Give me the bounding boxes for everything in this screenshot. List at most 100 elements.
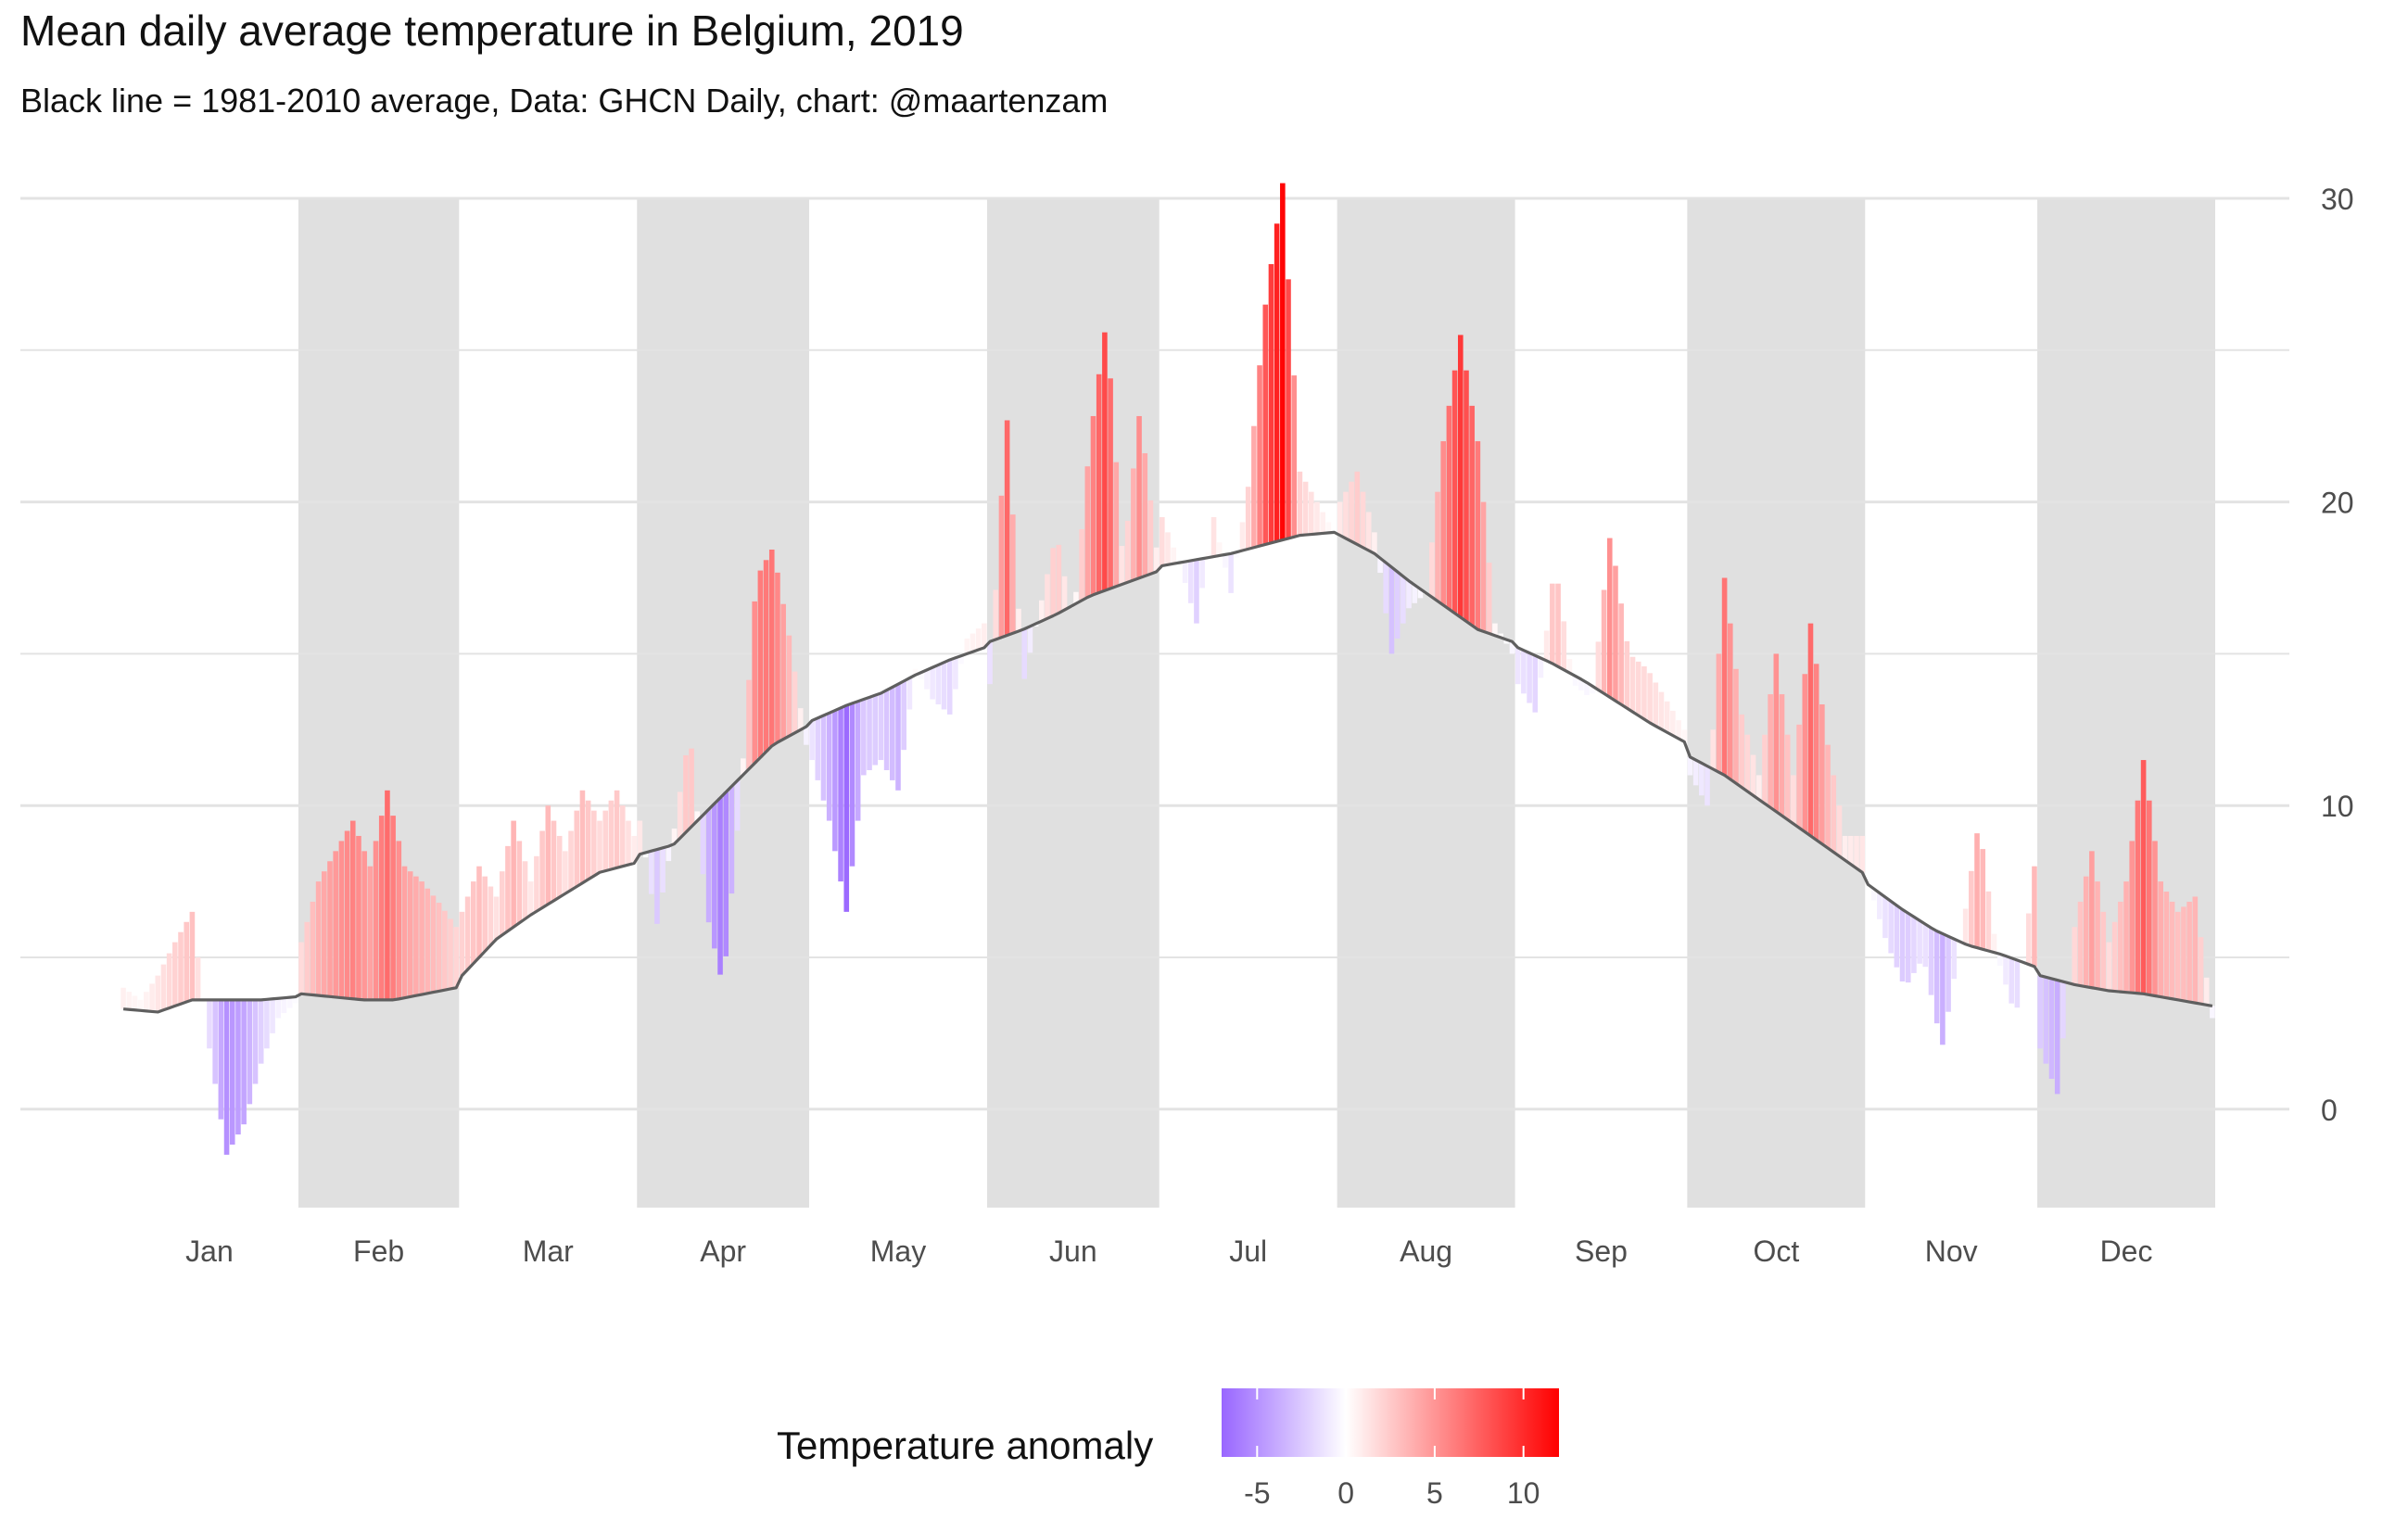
day-bar [2192, 896, 2199, 1004]
day-bar [322, 871, 327, 996]
day-bar [1262, 304, 1269, 545]
day-bar [499, 871, 505, 935]
day-bar [1492, 623, 1498, 636]
day-bar [1451, 370, 1458, 614]
day-bar [1784, 734, 1791, 820]
day-bar [378, 816, 385, 1000]
day-bar [1045, 574, 1050, 619]
day-bar [1762, 734, 1768, 804]
day-bar [1819, 703, 1825, 844]
day-bar [1779, 694, 1785, 817]
day-bar [189, 911, 196, 1000]
day-bar [1635, 661, 1641, 716]
day-bar [1280, 183, 1286, 540]
day-bar [648, 851, 654, 894]
day-bar [694, 811, 701, 821]
day-bar [1440, 441, 1447, 605]
day-bar [361, 851, 367, 1000]
day-bar [1498, 633, 1503, 638]
day-bar [1802, 674, 1808, 832]
day-bar [1584, 682, 1590, 696]
day-bar [385, 790, 390, 1000]
day-bar [545, 805, 551, 905]
day-bar [832, 710, 838, 852]
day-bar [160, 964, 167, 1010]
day-bar [918, 672, 924, 679]
day-bar [407, 871, 413, 997]
day-bar [883, 690, 890, 770]
temperature-bars [120, 183, 2215, 1155]
x-tick-label-jul: Jul [1229, 1234, 1267, 1268]
day-bar [1457, 335, 1464, 618]
day-bar [1613, 565, 1618, 702]
day-bar [1435, 491, 1440, 601]
day-bar [1595, 641, 1602, 690]
day-bar [1417, 589, 1424, 599]
day-bar [527, 881, 534, 916]
x-tick-label-oct: Oct [1753, 1234, 1799, 1268]
day-bar [2203, 977, 2210, 1006]
x-tick-label-jun: Jun [1049, 1234, 1097, 1268]
day-bar [1945, 936, 1951, 1012]
legend-color-bar [1222, 1388, 1559, 1457]
day-bar [1021, 628, 1028, 679]
day-bar [809, 720, 815, 761]
day-bar [2181, 906, 2186, 1001]
day-bar [1073, 591, 1079, 604]
day-bar [1899, 909, 1906, 981]
day-bar [1629, 656, 1636, 713]
y-tick-label: 30 [2321, 183, 2354, 216]
day-bar [637, 820, 643, 855]
day-bar [1969, 870, 1974, 946]
day-bar [671, 829, 678, 844]
day-bar [241, 999, 247, 1125]
day-bar [1538, 658, 1544, 678]
day-bar [270, 998, 275, 1033]
day-bar [470, 881, 476, 964]
day-bar [1566, 659, 1573, 674]
day-bar [1791, 775, 1796, 824]
day-bar [712, 804, 717, 949]
day-bar [539, 830, 545, 908]
day-bar [953, 657, 958, 690]
day-bar [2014, 960, 2021, 1008]
day-bar [1933, 931, 1940, 1024]
day-bar [1962, 908, 1969, 944]
shaded-band-aug [1337, 198, 1515, 1208]
day-bar [993, 589, 999, 640]
legend-title: Temperature anomaly [777, 1424, 1154, 1467]
day-bar [1182, 562, 1188, 583]
day-bar [1153, 547, 1160, 572]
day-bar [1090, 415, 1096, 595]
day-bar [344, 830, 350, 999]
day-bar [1446, 405, 1452, 610]
day-bar [315, 881, 322, 996]
day-bar [396, 841, 402, 999]
day-bar [683, 754, 689, 833]
day-bar [1464, 370, 1469, 622]
day-bar [1337, 501, 1343, 536]
day-bar [602, 810, 609, 871]
legend-tick-label: 5 [1426, 1476, 1443, 1510]
day-bar [1096, 374, 1102, 593]
day-bar [1194, 559, 1199, 624]
day-bar [2163, 892, 2170, 998]
day-bar [1710, 729, 1717, 769]
day-bar [459, 911, 465, 976]
day-bar [1813, 664, 1819, 841]
legend-tick-label: 0 [1337, 1476, 1354, 1510]
day-bar [941, 662, 947, 710]
day-bar [1314, 501, 1320, 534]
day-bar [333, 851, 338, 997]
day-bar [1681, 729, 1688, 742]
day-bar [930, 667, 935, 700]
day-bar [734, 780, 741, 831]
day-bar [2009, 957, 2014, 1004]
day-bar [1917, 920, 1922, 964]
day-bar [1888, 901, 1894, 954]
day-bar [2111, 921, 2118, 992]
day-bar [1882, 896, 1888, 939]
day-bar [820, 715, 827, 801]
day-bar [1142, 453, 1148, 576]
day-bar [1859, 835, 1866, 873]
